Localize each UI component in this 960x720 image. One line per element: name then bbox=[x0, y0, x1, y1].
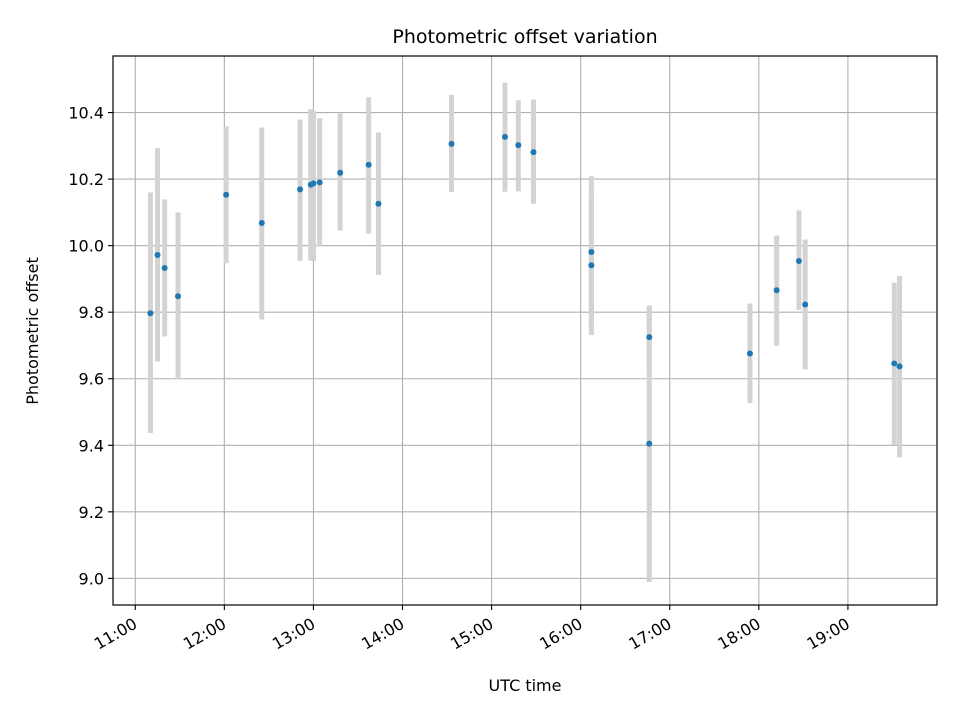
data-point bbox=[802, 301, 809, 308]
data-point bbox=[258, 220, 265, 227]
y-tick-label: 10.4 bbox=[68, 104, 104, 123]
data-point bbox=[530, 149, 537, 156]
data-point bbox=[337, 169, 344, 176]
data-point bbox=[365, 161, 372, 168]
data-point bbox=[891, 360, 898, 367]
y-tick-label: 9.6 bbox=[79, 370, 104, 389]
data-point bbox=[746, 350, 753, 357]
y-axis-ticks: 9.0 9.2 9.4 9.6 9.8 10.0 10.2 10.4 bbox=[68, 104, 113, 588]
y-tick-label: 10.0 bbox=[68, 237, 104, 256]
plot-frame bbox=[112, 55, 938, 606]
data-point bbox=[375, 200, 382, 207]
data-point bbox=[448, 140, 455, 147]
data-point bbox=[588, 248, 595, 255]
y-tick-label: 10.2 bbox=[68, 170, 104, 189]
data-point bbox=[310, 180, 317, 187]
data-point bbox=[515, 142, 522, 149]
data-points bbox=[147, 133, 903, 447]
data-point bbox=[154, 251, 161, 258]
data-point bbox=[316, 179, 323, 186]
y-axis-label: Photometric offset bbox=[23, 257, 42, 405]
data-point bbox=[773, 287, 780, 294]
y-tick-label: 9.8 bbox=[79, 303, 104, 322]
data-point bbox=[161, 264, 168, 271]
x-axis-label: UTC time bbox=[489, 676, 562, 695]
y-tick-label: 9.4 bbox=[79, 436, 104, 455]
y-tick-label: 9.2 bbox=[79, 503, 104, 522]
data-point bbox=[147, 310, 154, 317]
data-point bbox=[223, 191, 230, 198]
data-point bbox=[795, 257, 802, 264]
data-point bbox=[501, 133, 508, 140]
data-point bbox=[297, 186, 304, 193]
data-point bbox=[646, 440, 653, 447]
data-point bbox=[175, 293, 182, 300]
data-point bbox=[588, 262, 595, 269]
data-point bbox=[646, 334, 653, 341]
y-tick-label: 9.0 bbox=[79, 569, 104, 588]
grid bbox=[113, 56, 937, 605]
data-point bbox=[896, 363, 903, 370]
chart-title: Photometric offset variation bbox=[392, 26, 657, 48]
